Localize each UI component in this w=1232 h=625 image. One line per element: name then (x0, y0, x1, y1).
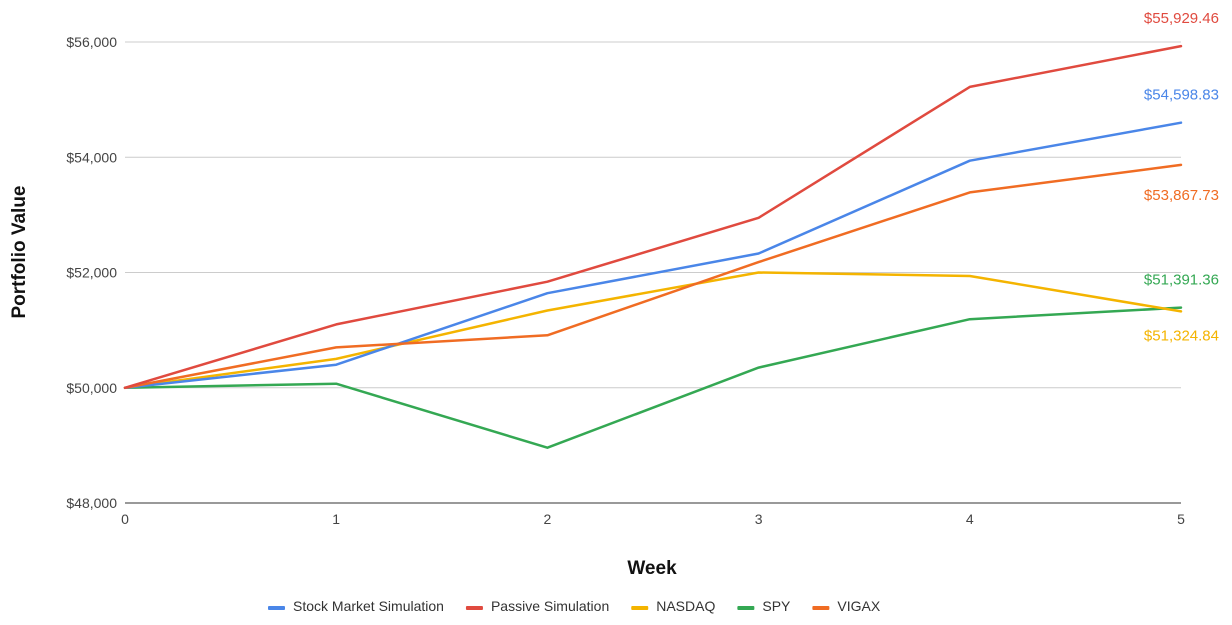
legend-swatch (631, 606, 649, 610)
legend: Stock Market Simulation Passive Simulatio… (268, 598, 881, 614)
y-tick-label: $48,000 (66, 495, 117, 511)
end-value-label: $54,598.83 (1144, 87, 1219, 104)
series-line-vigax (123, 163, 1183, 390)
legend-swatch (465, 606, 483, 610)
x-tick-label: 2 (544, 511, 552, 527)
x-tick-label: 3 (755, 511, 763, 527)
y-axis-title: Portfolio Value (9, 185, 30, 318)
series-lines (123, 44, 1183, 449)
legend-label: VIGAX (837, 598, 880, 614)
x-tick-label: 0 (121, 511, 129, 527)
end-value-label: $51,391.36 (1144, 272, 1219, 289)
x-tick-label: 4 (966, 511, 974, 527)
y-tick-label: $52,000 (66, 265, 117, 281)
x-tick-label: 5 (1177, 511, 1185, 527)
end-labels: $54,598.83 $55,929.46 $51,324.84 $51,391.36… (1144, 10, 1219, 344)
y-tick-label: $54,000 (66, 149, 117, 165)
legend-swatch (737, 606, 755, 610)
y-tick-label: $50,000 (66, 380, 117, 396)
x-axis-ticks: 0 1 2 3 4 5 (121, 511, 1185, 527)
legend-swatch (268, 606, 285, 610)
y-axis-ticks: $48,000 $50,000 $52,000 $54,000 $56,000 (66, 34, 117, 511)
end-value-label: $53,867.73 (1144, 187, 1219, 204)
series-line-spy (123, 306, 1183, 449)
legend-label: Stock Market Simulation (293, 598, 444, 614)
end-value-label: $55,929.46 (1144, 10, 1219, 27)
series-line-stock-market-simulation (123, 121, 1183, 390)
x-axis-title: Week (627, 558, 677, 579)
legend-swatch (812, 606, 830, 610)
legend-label: NASDAQ (656, 598, 715, 614)
legend-label: SPY (762, 598, 791, 614)
legend-label: Passive Simulation (491, 598, 609, 614)
end-value-label: $51,324.84 (1144, 327, 1219, 344)
series-line-passive-simulation (123, 44, 1183, 390)
series-line-nasdaq (123, 271, 1183, 390)
x-tick-label: 1 (332, 511, 340, 527)
y-tick-label: $56,000 (66, 34, 117, 50)
